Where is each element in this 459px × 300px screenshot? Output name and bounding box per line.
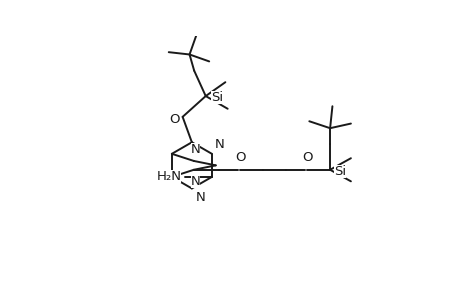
Text: O: O xyxy=(302,152,313,164)
Text: N: N xyxy=(190,143,200,156)
Text: N: N xyxy=(195,191,205,204)
Text: N: N xyxy=(190,175,200,188)
Text: N: N xyxy=(215,138,224,151)
Text: Si: Si xyxy=(211,91,223,104)
Text: O: O xyxy=(168,113,179,126)
Text: O: O xyxy=(235,152,246,164)
Text: H₂N: H₂N xyxy=(156,170,181,183)
Text: Si: Si xyxy=(333,165,345,178)
